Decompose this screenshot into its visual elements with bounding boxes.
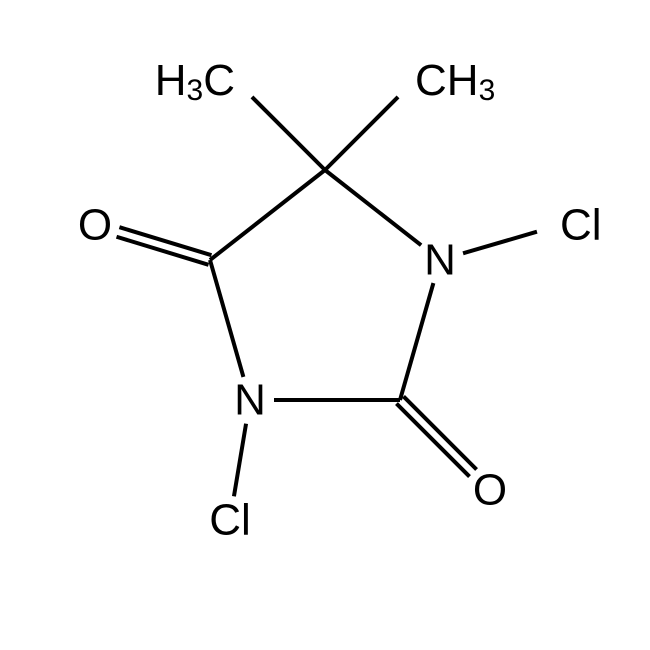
bond-line — [463, 232, 537, 254]
atom-label-N_right: N — [424, 236, 456, 285]
bond-line — [234, 424, 246, 497]
molecule-diagram: N N O O Cl Cl H3C CH3 — [0, 0, 650, 650]
bond-line — [325, 97, 398, 170]
atom-label-O_br: O — [473, 466, 507, 515]
bond-line — [210, 260, 243, 377]
atom-label-N_bl: N — [234, 376, 266, 425]
bond-line — [404, 396, 477, 469]
bond-line — [396, 404, 469, 477]
bond-line — [252, 97, 325, 170]
atom-label-Cl_right: Cl — [560, 201, 602, 250]
bond-line — [325, 170, 421, 245]
atom-label-CH3_l: H3C — [155, 56, 235, 107]
atom-label-Cl_bl: Cl — [209, 496, 251, 545]
bond-line — [400, 283, 433, 400]
bond-line — [210, 170, 325, 260]
atom-label-O_left: O — [78, 201, 112, 250]
atom-label-CH3_r: CH3 — [415, 56, 495, 107]
